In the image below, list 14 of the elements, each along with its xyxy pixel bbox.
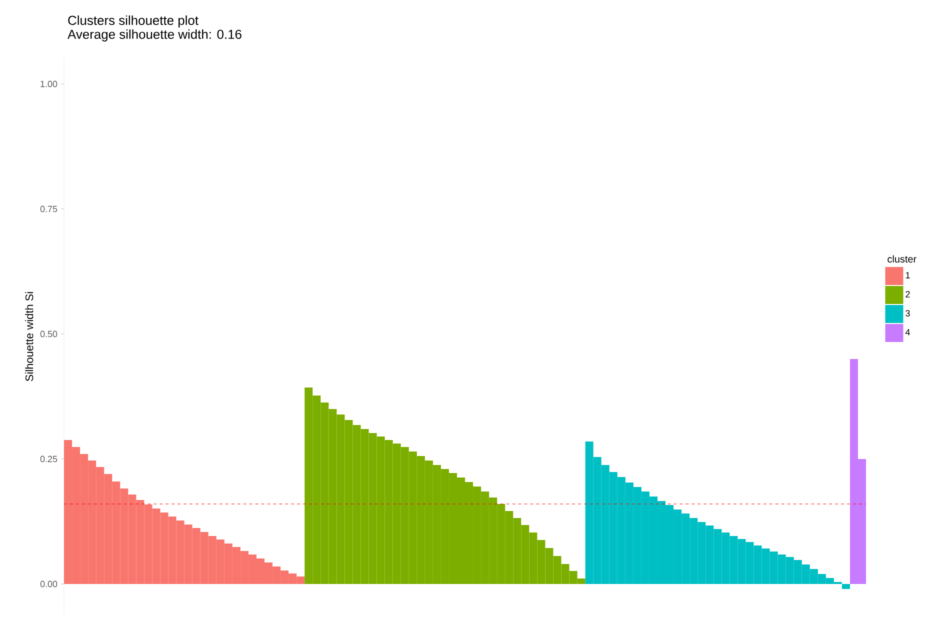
y-tick-label: 0.25 — [40, 456, 58, 462]
legend-label: 1 — [906, 272, 910, 278]
chart-subtitle: Average silhouette width: 0.16 — [68, 29, 242, 42]
chart-title: Clusters silhouette plot — [68, 15, 198, 28]
bar — [842, 584, 850, 589]
y-tick-label: 0.00 — [40, 580, 58, 588]
y-axis-title: Silhouette width Si — [25, 292, 34, 382]
legend-label: 3 — [906, 310, 910, 316]
legend-title: cluster — [888, 255, 916, 263]
y-tick-label: 1.00 — [40, 80, 58, 88]
y-tick-label: 0.75 — [40, 206, 58, 212]
legend-label: 4 — [905, 329, 910, 336]
y-tick-label: 0.50 — [40, 330, 58, 338]
legend-label: 2 — [906, 291, 910, 298]
